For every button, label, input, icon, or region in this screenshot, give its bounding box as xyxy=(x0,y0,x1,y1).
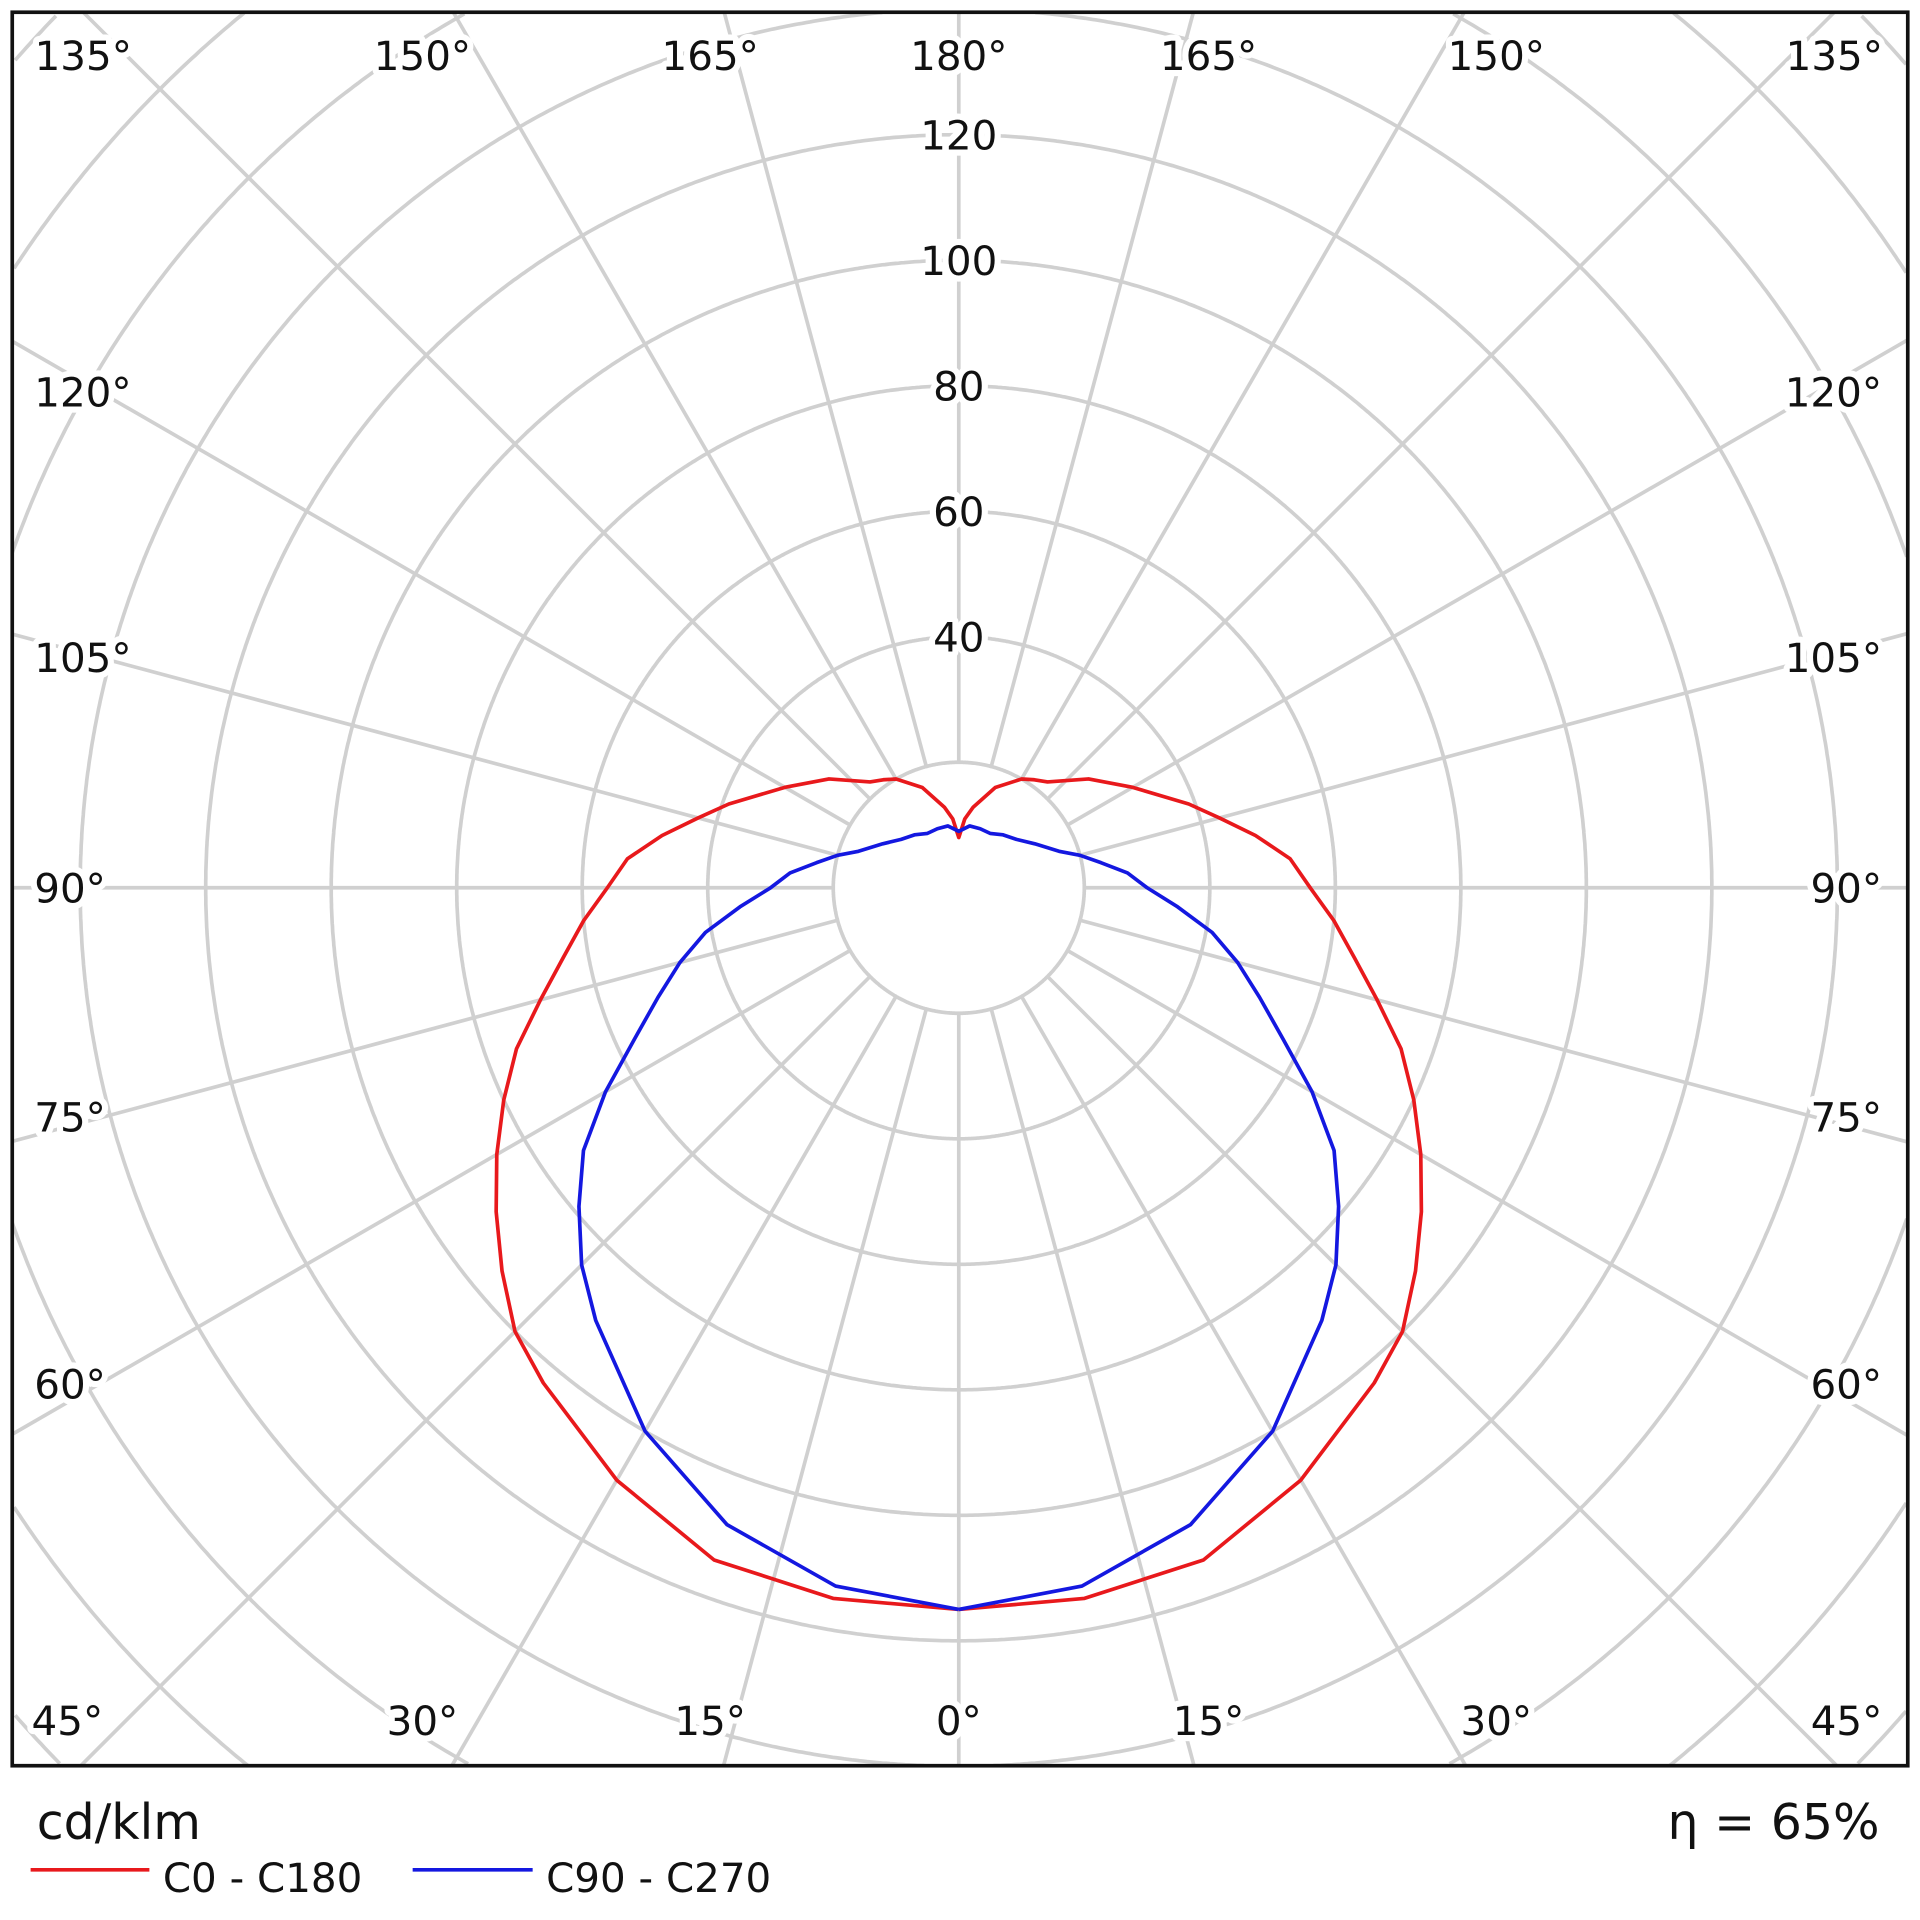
angle-label-right: 75° xyxy=(1810,1093,1882,1141)
plot-frame xyxy=(10,10,1910,1768)
grid-spoke xyxy=(1046,10,1836,801)
grid-spoke xyxy=(11,948,851,1436)
angle-label-left: 105° xyxy=(34,634,131,682)
grid-spoke xyxy=(989,1008,1196,1767)
grid-spoke xyxy=(1066,948,1909,1438)
angle-label-top: 165° xyxy=(1160,32,1257,80)
curves xyxy=(494,777,1424,1612)
angle-labels: 135° 45° 150° 30° 165° 15° 180° 0° 165° 15° 150° 30… xyxy=(25,26,1889,1752)
angle-label-bottom: 45° xyxy=(32,1697,104,1745)
angle-label-top: 135° xyxy=(35,32,132,80)
angle-label-left: 60° xyxy=(34,1360,106,1408)
angle-label-bottom: 45° xyxy=(1811,1697,1883,1745)
radial-tick-label: 40 xyxy=(933,613,984,661)
grid-ring-160 xyxy=(10,12,1909,1766)
angle-label-bottom: 30° xyxy=(387,1697,459,1745)
grid-spoke xyxy=(989,11,1196,767)
angle-label-top: 150° xyxy=(374,32,471,80)
grid-spoke xyxy=(1046,975,1839,1768)
angle-label-right: 120° xyxy=(1785,369,1882,417)
angle-label-bottom: 15° xyxy=(1173,1697,1245,1745)
grid-spoke xyxy=(11,918,839,1144)
grid-ring-20 xyxy=(831,760,1087,1016)
angle-label-bottom: 30° xyxy=(1461,1697,1533,1745)
radial-tick-label: 100 xyxy=(920,237,997,285)
grid-spoke xyxy=(81,10,872,801)
legend: C0 - C180 C90 - C270 xyxy=(30,1854,771,1902)
grid-spoke xyxy=(1079,918,1909,1144)
grid-ring-140 xyxy=(78,10,1840,1768)
angle-label-bottom: 0° xyxy=(936,1697,982,1745)
polar-grid xyxy=(10,10,1909,1768)
legend-label-c0-c180: C0 - C180 xyxy=(163,1854,362,1902)
angle-label-top: 180° xyxy=(910,32,1007,80)
grid-ring-180 xyxy=(12,11,1908,1768)
grid-spoke xyxy=(1066,338,1909,827)
unit-label: cd/klm xyxy=(37,1794,201,1851)
angle-label-left: 75° xyxy=(34,1093,106,1141)
angle-label-right: 105° xyxy=(1785,634,1882,682)
grid-spoke xyxy=(721,1008,929,1767)
angle-label-left: 90° xyxy=(34,864,106,912)
angle-label-top: 150° xyxy=(1448,32,1545,80)
grid-spoke xyxy=(450,995,898,1767)
radial-tick-label: 120 xyxy=(920,111,997,159)
angle-label-top: 165° xyxy=(662,32,759,80)
angle-label-right: 90° xyxy=(1810,864,1882,912)
angle-label-left: 120° xyxy=(34,369,131,417)
grid-spoke xyxy=(11,339,851,827)
grid-spoke xyxy=(1019,11,1466,780)
radial-tick-labels: 40 60 80 100 120 xyxy=(914,105,1003,667)
radial-tick-label: 60 xyxy=(933,488,984,536)
angle-label-top: 135° xyxy=(1786,32,1883,80)
grid-spoke xyxy=(1019,995,1468,1767)
angle-label-right: 60° xyxy=(1810,1360,1882,1408)
grid-spoke xyxy=(79,975,872,1768)
grid-spoke xyxy=(722,11,929,767)
legend-label-c90-c270: C90 - C270 xyxy=(546,1854,771,1902)
grid-ring-200 xyxy=(13,14,1908,1765)
angle-label-bottom: 15° xyxy=(674,1697,746,1745)
grid-spoke xyxy=(451,11,898,780)
radial-tick-label: 80 xyxy=(933,362,984,410)
efficiency-label: η = 65% xyxy=(1668,1794,1880,1851)
